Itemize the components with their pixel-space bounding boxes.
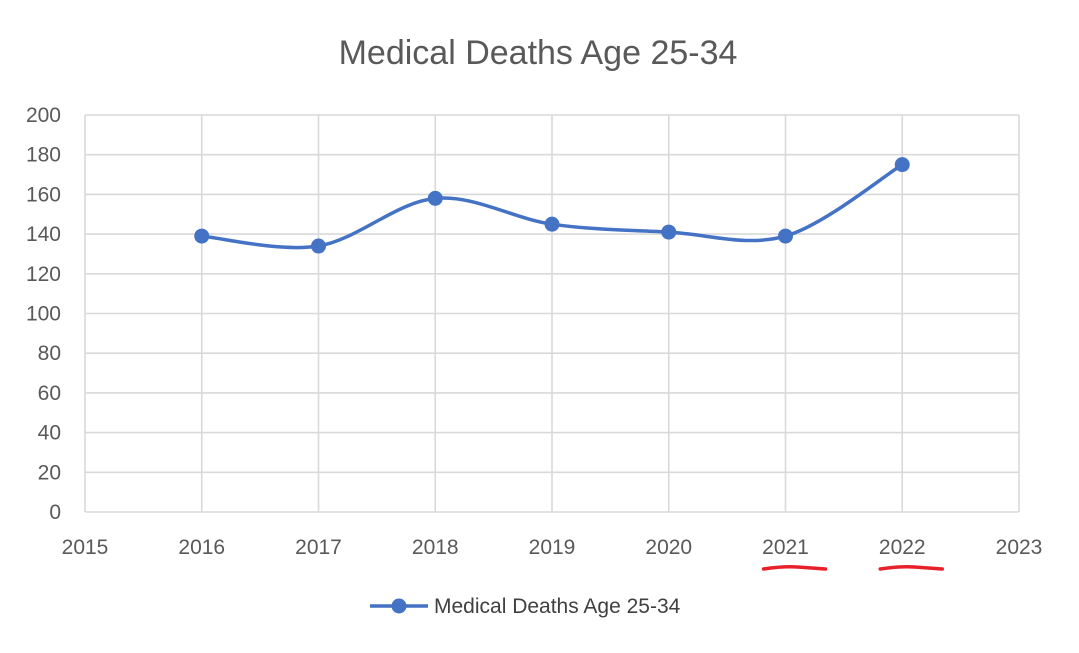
- y-tick-label: 40: [38, 422, 61, 445]
- y-tick-label: 200: [26, 104, 61, 127]
- data-point: [194, 228, 210, 244]
- data-point: [311, 238, 326, 254]
- y-tick-label: 80: [38, 342, 61, 365]
- data-point: [427, 190, 443, 206]
- x-tick-label: 2018: [412, 536, 459, 559]
- legend-label: Medical Deaths Age 25-34: [434, 595, 681, 618]
- y-tick-label: 100: [26, 303, 61, 326]
- axis-tick-labels: 0 20 40 60 80 100 120 140 160 180 200 2015 2016 2017 2…: [26, 104, 1042, 559]
- y-tick-label: 120: [26, 263, 61, 286]
- data-point: [778, 228, 793, 244]
- data-point: [661, 224, 677, 240]
- y-tick-label: 140: [26, 223, 61, 246]
- handwritten-underline: [878, 565, 944, 571]
- x-tick-label: 2023: [996, 536, 1043, 559]
- x-tick-label: 2015: [62, 536, 109, 559]
- handwritten-underline: [761, 565, 828, 571]
- data-point: [544, 216, 560, 232]
- annotations: [761, 565, 944, 571]
- x-tick-label: 2022: [879, 536, 926, 559]
- x-tick-label: 2019: [529, 536, 576, 559]
- y-tick-label: 180: [26, 144, 61, 167]
- y-tick-label: 160: [26, 183, 61, 206]
- x-tick-label: 2017: [295, 536, 342, 559]
- legend-marker-swatch: [391, 598, 407, 614]
- data-point: [894, 157, 910, 173]
- chart-title: Medical Deaths Age 25-34: [339, 34, 738, 72]
- x-tick-label: 2021: [762, 536, 809, 559]
- y-tick-label: 20: [38, 461, 61, 484]
- data-series: [194, 157, 910, 254]
- y-tick-label: 60: [38, 382, 61, 405]
- gridlines: [84, 114, 1020, 513]
- legend: Medical Deaths Age 25-34: [370, 595, 681, 618]
- x-tick-label: 2020: [645, 536, 692, 559]
- y-tick-label: 0: [49, 501, 61, 524]
- x-tick-label: 2016: [178, 536, 225, 559]
